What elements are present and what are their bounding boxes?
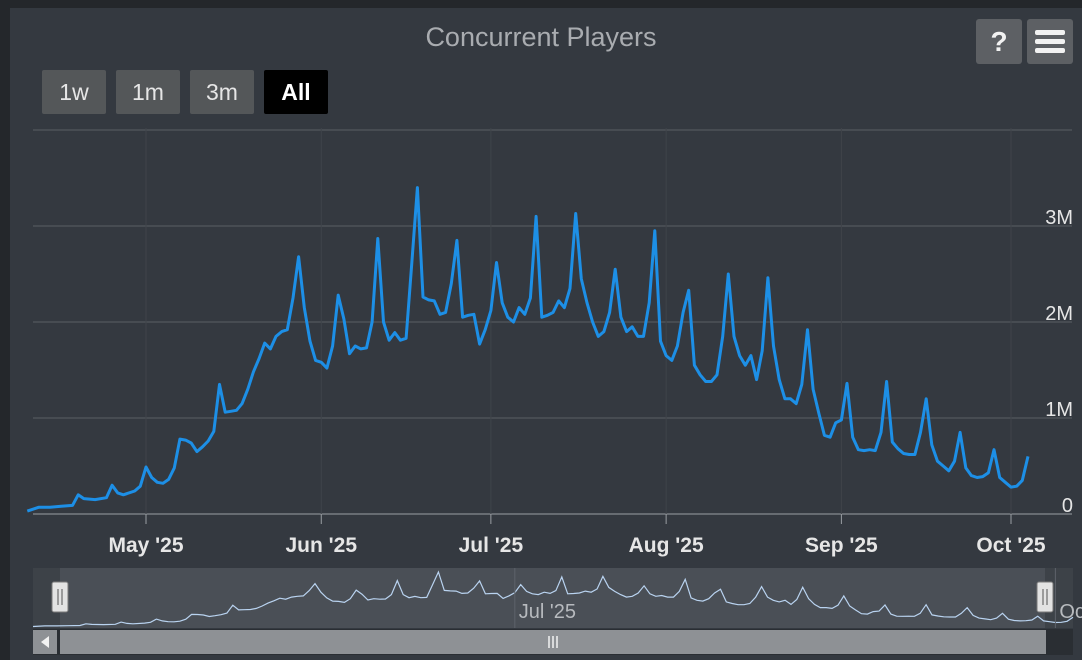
range-3m-button[interactable]: 3m — [190, 70, 254, 114]
navigator-series-line — [32, 570, 1074, 628]
y-tick-label: 2M — [1045, 303, 1073, 325]
navigator-selection — [60, 568, 1045, 628]
range-1w-button[interactable]: 1w — [42, 70, 106, 114]
caret-left-icon — [41, 636, 49, 648]
navigator-handle-left[interactable] — [51, 581, 69, 613]
chart-panel — [10, 8, 1082, 660]
x-tick-label: Aug '25 — [629, 534, 704, 557]
navigator-label: Jul '25 — [519, 601, 576, 623]
x-tick-label: Jul '25 — [459, 534, 524, 557]
navigator-label: Oct '25 — [1059, 601, 1082, 623]
range-1m-button[interactable]: 1m — [116, 70, 180, 114]
menu-button[interactable] — [1027, 19, 1073, 64]
series-line — [26, 186, 1030, 513]
y-tick-label: 0 — [1062, 495, 1073, 517]
range-all-button[interactable]: All — [264, 70, 328, 114]
x-tick-label: May '25 — [108, 534, 183, 557]
x-tick-label: Jun '25 — [285, 534, 357, 557]
x-tick-label: Oct '25 — [976, 534, 1046, 557]
help-button[interactable]: ? — [976, 19, 1022, 64]
navigator-handle-right[interactable] — [1036, 581, 1054, 613]
x-tick-label: Sep '25 — [805, 534, 878, 557]
y-tick-label: 3M — [1045, 207, 1073, 229]
y-tick-label: 1M — [1045, 399, 1073, 421]
chart-title: Concurrent Players — [425, 22, 657, 52]
